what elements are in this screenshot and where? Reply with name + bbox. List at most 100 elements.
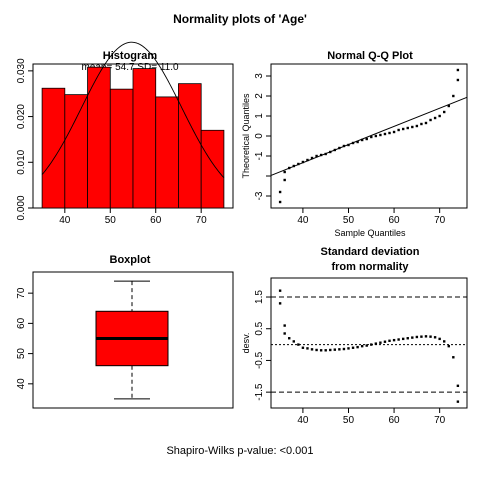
qq-point xyxy=(338,146,341,150)
histogram-x-tick-label: 70 xyxy=(196,215,208,226)
qq-point xyxy=(319,153,323,157)
qq-point xyxy=(288,166,291,170)
deviation-x-axis: 40 50 60 70 xyxy=(297,408,446,426)
histogram-bar xyxy=(132,68,157,209)
deviation-point xyxy=(401,337,405,341)
deviation-panel: Standard deviation from normality desv. … xyxy=(241,246,468,426)
deviation-x-tick-label: 60 xyxy=(389,415,401,426)
boxplot-y-tick-label: 70 xyxy=(16,287,27,299)
deviation-point xyxy=(429,335,432,338)
qq-point xyxy=(443,110,446,114)
deviation-x-tick-label: 50 xyxy=(343,415,355,426)
footer-shapiro-wilks: Shapiro-Wilks p-value: <0.001 xyxy=(166,445,313,457)
deviation-y-tick-label: -1.5 xyxy=(254,383,265,401)
qq-point xyxy=(433,116,437,120)
qq-point xyxy=(438,114,441,118)
deviation-y-tick-label: 1.5 xyxy=(254,290,265,304)
deviation-point xyxy=(406,337,409,340)
qq-point xyxy=(278,190,282,194)
deviation-point xyxy=(315,348,318,352)
deviation-point xyxy=(356,345,359,349)
deviation-point xyxy=(411,336,414,339)
figure-title: Normality plots of 'Age' xyxy=(173,12,307,26)
deviation-plot-frame xyxy=(270,277,468,409)
qq-point xyxy=(292,164,295,168)
deviation-point xyxy=(329,348,332,352)
qq-point xyxy=(324,152,327,156)
histogram-bar xyxy=(200,129,225,209)
deviation-point xyxy=(310,348,314,351)
histogram-x-axis: 40 50 60 70 xyxy=(59,208,207,226)
qq-point xyxy=(420,122,423,126)
deviation-point xyxy=(360,344,364,348)
histogram-bar xyxy=(155,96,179,209)
deviation-point xyxy=(443,340,446,343)
qq-point xyxy=(388,131,391,135)
deviation-point xyxy=(370,343,373,346)
qq-point xyxy=(392,130,396,134)
qq-point xyxy=(424,121,428,125)
qq-point xyxy=(456,78,460,82)
qq-y-tick-label: 3 xyxy=(254,73,265,79)
deviation-x-tick-label: 70 xyxy=(434,415,446,426)
deviation-point xyxy=(301,346,305,349)
deviation-point xyxy=(342,347,346,351)
histogram-annotation: mean= 54.7 SD= 11.0 xyxy=(81,62,179,73)
qq-point xyxy=(283,170,286,174)
qq-y-tick-label: -3 xyxy=(254,191,265,200)
deviation-point xyxy=(283,324,286,327)
deviation-x-tick-label: 40 xyxy=(297,415,309,426)
qq-point xyxy=(297,162,300,166)
histogram-bars xyxy=(41,66,225,209)
qq-y-axis: -3 -1 0 1 2 3 xyxy=(254,73,271,200)
qq-point xyxy=(401,127,405,131)
deviation-point xyxy=(324,349,327,352)
histogram-y-tick-label: 0.020 xyxy=(16,104,27,129)
histogram-x-tick-label: 40 xyxy=(59,215,71,226)
deviation-point xyxy=(392,338,396,342)
qq-point xyxy=(456,68,460,72)
qq-reference-line xyxy=(270,96,468,176)
histogram-y-tick-label: 0.000 xyxy=(16,195,27,220)
qq-point xyxy=(370,135,373,139)
qq-point xyxy=(347,143,350,147)
histogram-y-tick-label: 0.010 xyxy=(16,149,27,174)
histogram-normal-curve xyxy=(41,41,225,179)
qq-y-tick-label: 0 xyxy=(254,133,265,139)
deviation-reference-lines xyxy=(271,296,467,393)
qq-title: Normal Q-Q Plot xyxy=(327,50,413,62)
qq-point xyxy=(315,154,318,158)
histogram-panel: Histogram mean= 54.7 SD= 11.0 40 50 60 70 0… xyxy=(16,41,234,226)
deviation-y-tick-label: -0.5 xyxy=(254,351,265,369)
qq-panel: Normal Q-Q Plot Sample Quantiles Theoret… xyxy=(241,50,468,238)
deviation-point xyxy=(383,340,387,343)
qq-x-tick-label: 40 xyxy=(297,215,309,226)
qq-x-tick-label: 70 xyxy=(434,215,446,226)
qq-x-axis-label: Sample Quantiles xyxy=(334,228,406,238)
histogram-bar xyxy=(109,88,134,209)
deviation-point xyxy=(456,400,460,403)
deviation-point xyxy=(456,384,460,388)
deviation-y-tick-label: 0.5 xyxy=(254,321,265,335)
qq-point xyxy=(329,150,332,154)
deviation-y-axis-label: desv. xyxy=(241,333,251,354)
deviation-point xyxy=(452,356,455,359)
boxplot-panel: Boxplot 40 50 60 70 xyxy=(16,254,234,409)
qq-x-tick-label: 60 xyxy=(389,215,401,226)
qq-point xyxy=(379,133,382,137)
qq-point xyxy=(374,134,378,138)
deviation-point xyxy=(351,346,355,349)
qq-x-axis: 40 50 60 70 xyxy=(297,208,446,226)
deviation-point xyxy=(433,336,437,339)
qq-point xyxy=(406,126,409,130)
histogram-x-tick-label: 50 xyxy=(105,215,117,226)
qq-point xyxy=(356,140,359,144)
boxplot-y-tick-label: 40 xyxy=(16,378,27,390)
qq-points xyxy=(278,68,460,204)
histogram-bar xyxy=(178,83,202,209)
deviation-point xyxy=(347,347,350,350)
deviation-point xyxy=(438,337,441,341)
deviation-point xyxy=(415,335,419,339)
deviation-point xyxy=(297,343,300,346)
